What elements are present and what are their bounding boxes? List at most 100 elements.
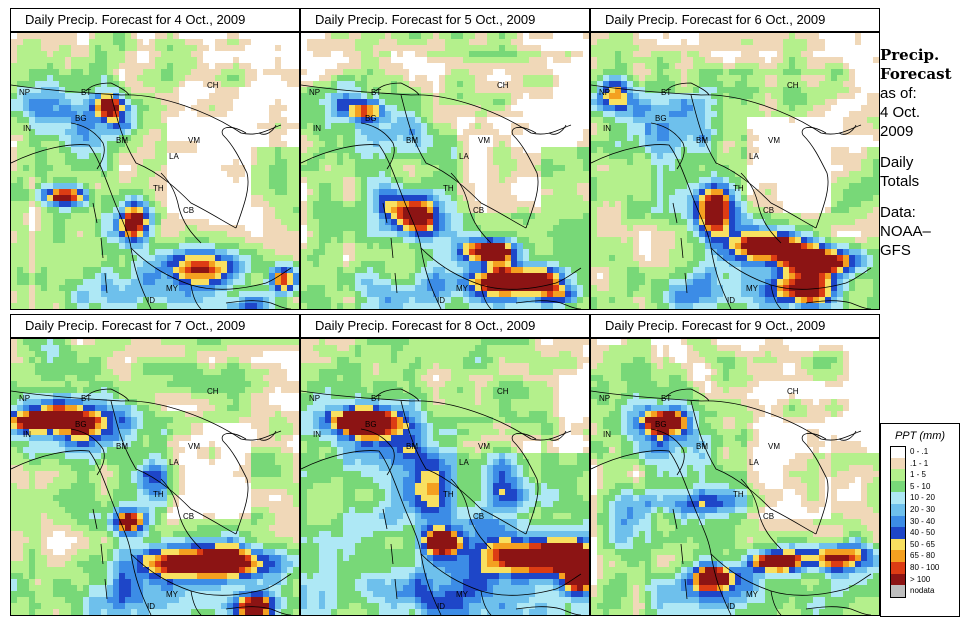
country-label: TH <box>153 490 164 499</box>
country-label: NP <box>599 88 610 97</box>
country-label: MY <box>746 590 759 599</box>
country-label: LA <box>459 458 469 467</box>
side-title-line1: Precip. <box>880 46 940 64</box>
totals-label: Totals <box>880 173 920 190</box>
country-label: NP <box>599 394 610 403</box>
country-label: CH <box>497 387 509 396</box>
as-of-year: 2009 <box>880 123 914 140</box>
legend-item: nodata <box>890 585 959 598</box>
country-label: CB <box>183 512 194 521</box>
legend-item: 50 - 65 <box>890 538 959 551</box>
panel-title: Daily Precip. Forecast for 4 Oct., 2009 <box>10 8 300 32</box>
precip-map: NP BT IN BG BM CH VM LA TH CB MY ID <box>300 338 590 616</box>
precip-field-svg: NP BT IN BG BM CH VM LA TH CB MY ID <box>11 339 299 615</box>
legend-label: nodata <box>910 586 935 596</box>
country-label: NP <box>19 88 30 97</box>
legend-item: > 100 <box>890 573 959 586</box>
country-label: CB <box>473 206 484 215</box>
data-source-1: NOAA– <box>880 223 931 240</box>
legend-title: PPT (mm) <box>894 430 946 442</box>
country-label: CH <box>787 387 799 396</box>
country-label: CB <box>473 512 484 521</box>
legend-label: 40 - 50 <box>910 528 935 538</box>
precip-field-svg: NP BT IN BG BM CH VM LA TH CB MY ID <box>11 33 299 309</box>
country-label: VM <box>478 442 490 451</box>
legend-label: 1 - 5 <box>910 470 927 480</box>
precip-map: NP BT IN BG BM CH VM LA TH CB MY ID <box>10 338 300 616</box>
precip-map: NP BT IN BG BM CH VM LA TH CB MY ID <box>590 338 880 616</box>
legend-label: 30 - 40 <box>910 516 935 526</box>
precip-field-svg: NP BT IN BG BM CH VM LA TH CB MY ID <box>591 33 879 309</box>
country-label: CB <box>183 206 194 215</box>
country-label: VM <box>768 442 780 451</box>
country-label: BM <box>406 136 418 145</box>
panel-title: Daily Precip. Forecast for 6 Oct., 2009 <box>590 8 880 32</box>
country-label: LA <box>169 152 179 161</box>
country-label: BT <box>661 88 671 97</box>
legend-swatch <box>890 527 906 539</box>
side-info: Precip. Forecast as of: 4 Oct. 2009 Dail… <box>880 46 960 260</box>
as-of-label: as of: <box>880 85 917 102</box>
legend-swatch <box>890 585 906 598</box>
legend-swatch <box>890 480 906 493</box>
legend-label: 80 - 100 <box>910 562 940 572</box>
country-label: TH <box>733 490 744 499</box>
country-label: LA <box>749 458 759 467</box>
legend-item: 20 - 30 <box>890 503 959 516</box>
precip-map: NP BT IN BG BM CH VM LA TH CB MY ID <box>10 32 300 310</box>
legend-item: 65 - 80 <box>890 550 959 562</box>
panel-title: Daily Precip. Forecast for 7 Oct., 2009 <box>10 314 300 338</box>
country-label: BG <box>365 420 377 429</box>
country-label: BM <box>116 136 128 145</box>
legend-label: 10 - 20 <box>910 493 935 503</box>
side-title-line2: Forecast <box>880 65 952 83</box>
forecast-panel-oct-9: Daily Precip. Forecast for 9 Oct., 2009 … <box>590 314 880 616</box>
panel-title: Daily Precip. Forecast for 9 Oct., 2009 <box>590 314 880 338</box>
country-label: BM <box>696 442 708 451</box>
legend-item: 0 - .1 <box>890 446 959 459</box>
country-label: MY <box>746 284 759 293</box>
legend-item: 30 - 40 <box>890 515 959 528</box>
country-label: TH <box>733 184 744 193</box>
country-label: VM <box>188 136 200 145</box>
legend-swatch <box>890 573 906 586</box>
legend-swatch <box>890 561 906 574</box>
legend-label: 50 - 65 <box>910 539 935 549</box>
legend-swatch <box>890 446 906 459</box>
data-source-2: GFS <box>880 242 911 259</box>
data-label: Data: <box>880 204 916 221</box>
country-label: NP <box>309 88 320 97</box>
country-label: IN <box>313 124 321 133</box>
as-of-date: 4 Oct. <box>880 104 921 121</box>
legend-label: 0 - .1 <box>910 447 929 456</box>
country-label: LA <box>459 152 469 161</box>
country-label: BG <box>655 420 667 429</box>
country-label: ID <box>437 602 445 611</box>
country-label: IN <box>23 124 31 133</box>
country-label: TH <box>443 490 454 499</box>
country-label: BM <box>116 442 128 451</box>
country-label: ID <box>727 602 735 611</box>
country-label: VM <box>478 136 490 145</box>
country-label: ID <box>727 296 735 305</box>
country-label: CH <box>497 81 509 90</box>
country-label: TH <box>153 184 164 193</box>
legend-item: 80 - 100 <box>890 561 959 574</box>
legend-label: > 100 <box>910 574 931 584</box>
legend-swatch <box>890 550 906 562</box>
country-label: ID <box>147 602 155 611</box>
panel-title: Daily Precip. Forecast for 8 Oct., 2009 <box>300 314 590 338</box>
country-label: IN <box>603 430 611 439</box>
country-label: TH <box>443 184 454 193</box>
country-label: VM <box>188 442 200 451</box>
country-label: IN <box>313 430 321 439</box>
country-label: BM <box>696 136 708 145</box>
country-label: BG <box>365 114 377 123</box>
legend-swatch <box>890 515 906 528</box>
legend-swatch <box>890 538 906 551</box>
legend-swatch <box>890 469 906 481</box>
country-label: MY <box>166 284 179 293</box>
country-label: BT <box>661 394 671 403</box>
panel-title: Daily Precip. Forecast for 5 Oct., 2009 <box>300 8 590 32</box>
country-label: ID <box>147 296 155 305</box>
